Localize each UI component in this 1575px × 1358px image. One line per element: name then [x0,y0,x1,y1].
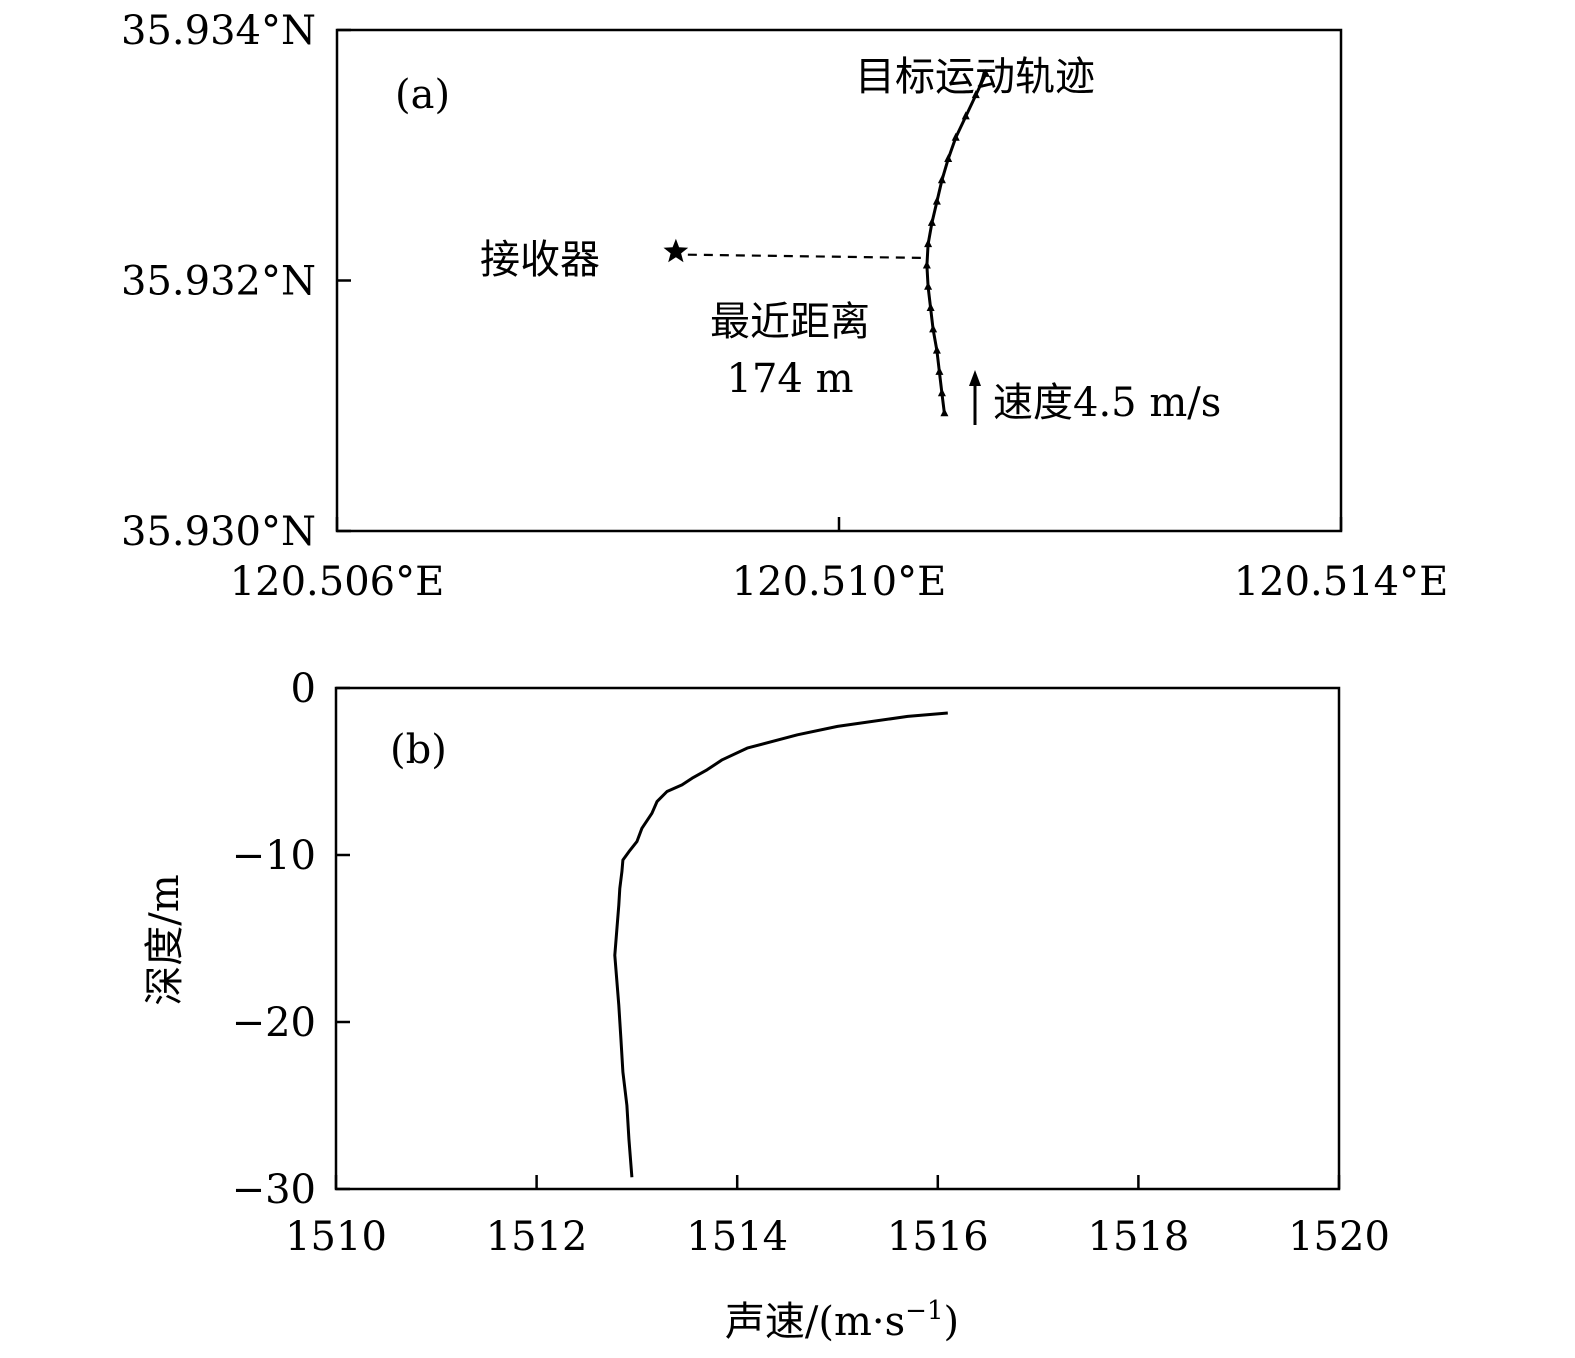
panel-a-label: (a) [395,72,450,118]
trajectory-point [961,111,970,120]
panel-b-sound-speed-profile: (b) 1510 1512 1514 1516 1518 1520 0−10−20−30 … [142,666,1390,1345]
panel-b-plot-area [613,711,948,1178]
sound-speed-profile-line [613,711,948,1178]
panel-b-y-tick-label: −10 [232,833,316,879]
panel-b-x-tick-label: 1510 [285,1214,387,1260]
panel-a-y-axis: 35.930°N 35.932°N 35.934°N [121,8,351,555]
panel-b-x-tick-label: 1518 [1088,1214,1190,1260]
trajectory-line [925,73,988,414]
panel-b-x-axis: 1510 1512 1514 1516 1518 1520 [285,1175,1390,1260]
panel-a-x-axis: 120.506°E 120.510°E 120.514°E [230,517,1449,605]
panel-b-xlabel: 声速/(m·s−1) [725,1296,959,1345]
trajectory-point [944,154,953,163]
panel-a-x-tick-label: 120.506°E [230,559,445,605]
trajectory-point [927,217,936,226]
trajectory-point [937,388,946,397]
panel-b-x-tick-label: 1516 [887,1214,989,1260]
trajectory-point [926,303,935,312]
panel-b-x-tick-label: 1520 [1288,1214,1390,1260]
receiver-label: 接收器 [480,237,600,283]
speed-label: 速度4.5 m/s [993,380,1221,426]
trajectory-point [951,132,960,141]
trajectory-point [937,175,946,184]
trajectory-point [940,408,949,417]
panel-b-ylabel: 深度/m [142,874,188,1005]
trajectory-point [932,196,941,205]
trajectory-point [922,260,931,269]
trajectory-point [924,281,933,290]
distance-label-line2: 174 m [727,356,854,402]
trajectory-label: 目标运动轨迹 [855,54,1095,100]
panel-a-plot-area [663,68,990,417]
closest-distance-dashed-line [687,253,927,260]
panel-b-y-axis: 0 −10 −20 −30 [232,666,350,1213]
trajectory-point [932,345,941,354]
panel-a-map: (a) 120.506°E 120.510°E 120.514°E 35.930°N… [121,8,1448,605]
panel-b-x-tick-label: 1512 [486,1214,588,1260]
panel-b-label: (b) [390,727,447,773]
trajectory-point [981,68,990,77]
trajectory-point [924,239,933,248]
direction-arrow-icon [969,370,981,425]
panel-a-x-tick-label: 120.514°E [1234,559,1449,605]
panel-b-y-tick-label: −30 [232,1167,316,1213]
trajectory-point [935,366,944,375]
panel-a-y-tick-label: 35.932°N [121,259,316,305]
trajectory-point [971,90,980,99]
panel-a-y-tick-label: 35.930°N [121,509,316,555]
trajectory-point [929,324,938,333]
panel-b-y-tick-label: −20 [232,1000,316,1046]
panel-b-y-tick-label: 0 [291,666,316,712]
distance-label-line1: 最近距离 [710,299,870,345]
panel-a-x-tick-label: 120.510°E [732,559,947,605]
panel-a-y-tick-label: 35.934°N [121,8,316,54]
panel-b-x-tick-label: 1514 [686,1214,788,1260]
receiver-star-icon [663,238,689,263]
panel-b-frame [334,686,1341,1191]
